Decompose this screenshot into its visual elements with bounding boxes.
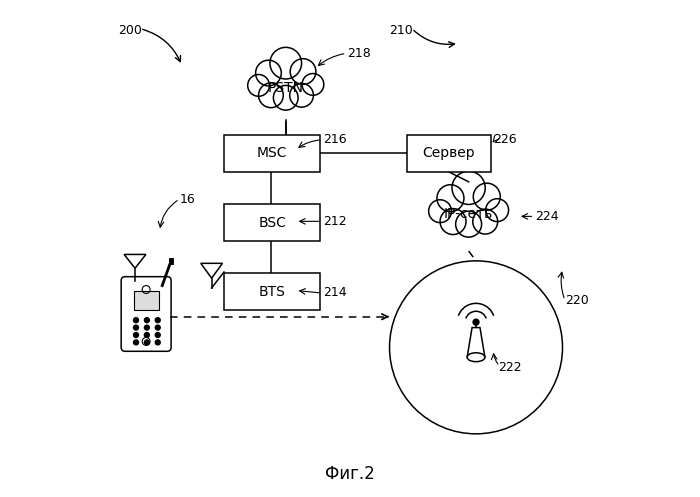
Text: 214: 214 — [323, 286, 346, 300]
Circle shape — [302, 74, 324, 95]
Bar — [224, 135, 321, 172]
Text: 216: 216 — [323, 133, 346, 146]
Bar — [407, 135, 491, 172]
Circle shape — [290, 59, 316, 84]
Text: MSC: MSC — [257, 146, 288, 161]
Text: 212: 212 — [323, 215, 346, 228]
Circle shape — [155, 332, 160, 337]
Circle shape — [437, 185, 464, 212]
Circle shape — [144, 332, 149, 337]
Circle shape — [144, 318, 149, 323]
Circle shape — [155, 325, 160, 330]
Circle shape — [473, 209, 498, 234]
Text: BSC: BSC — [258, 216, 286, 230]
Bar — [224, 273, 321, 310]
Text: 16: 16 — [179, 192, 195, 206]
Polygon shape — [201, 263, 223, 278]
Circle shape — [456, 211, 482, 237]
Bar — [224, 204, 321, 241]
Text: 210: 210 — [389, 24, 413, 37]
Text: PSTN: PSTN — [268, 81, 304, 95]
Text: BTS: BTS — [259, 285, 286, 299]
Text: Сервер: Сервер — [423, 146, 475, 161]
Polygon shape — [467, 328, 485, 357]
Circle shape — [248, 75, 270, 96]
Circle shape — [270, 47, 302, 79]
Circle shape — [155, 340, 160, 345]
Circle shape — [144, 325, 149, 330]
Circle shape — [258, 83, 284, 108]
Circle shape — [134, 332, 139, 337]
Bar — [134, 292, 159, 310]
Circle shape — [134, 325, 139, 330]
Circle shape — [274, 85, 298, 110]
Circle shape — [134, 318, 139, 323]
Circle shape — [134, 340, 139, 345]
Circle shape — [290, 83, 314, 107]
Circle shape — [144, 340, 149, 345]
Text: 224: 224 — [536, 210, 559, 223]
Circle shape — [473, 319, 479, 325]
Ellipse shape — [467, 353, 485, 362]
Text: 200: 200 — [118, 24, 141, 37]
Text: 220: 220 — [565, 294, 589, 307]
Text: Фиг.2: Фиг.2 — [325, 465, 375, 483]
Circle shape — [452, 171, 485, 204]
Circle shape — [440, 209, 466, 235]
Text: IP-сеть: IP-сеть — [444, 207, 494, 221]
Circle shape — [428, 200, 452, 223]
FancyBboxPatch shape — [121, 277, 171, 351]
Circle shape — [155, 318, 160, 323]
Circle shape — [473, 183, 500, 210]
Text: 218: 218 — [347, 47, 371, 60]
Polygon shape — [124, 254, 146, 268]
Text: 226: 226 — [494, 133, 517, 146]
Text: 222: 222 — [498, 361, 522, 374]
Circle shape — [256, 60, 281, 86]
Circle shape — [486, 199, 509, 222]
